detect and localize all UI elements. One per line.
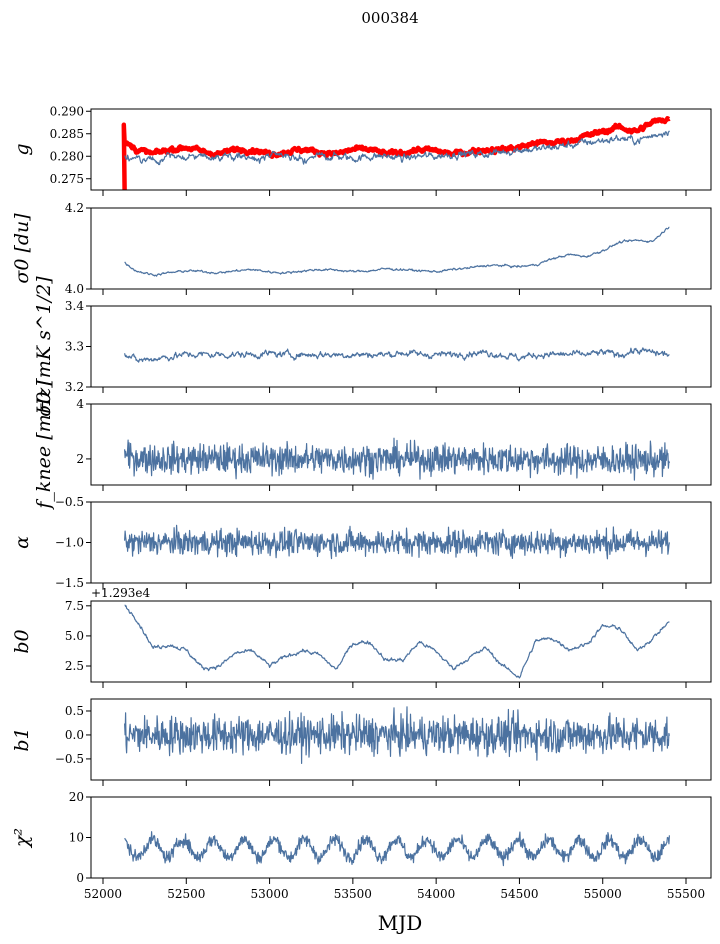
y-tick-label: −0.5 [55, 752, 84, 766]
series-line-sigma0_mK [124, 347, 670, 363]
y-axis-label: b0 [11, 629, 33, 653]
axes-frame [90, 600, 712, 683]
axes-frame [90, 698, 712, 781]
series-line-sigma0_du [124, 226, 670, 277]
y-axis-label: χ² [11, 828, 33, 849]
subplot-4: 2 4 f_knee [mHz] [33, 380, 712, 511]
y-tick-label: 0.280 [50, 149, 84, 163]
y-tick-label: 3.4 [65, 299, 84, 313]
y-tick-label: 2 [76, 452, 84, 466]
axes-frame [90, 207, 712, 290]
y-axis-label: α [11, 536, 33, 549]
x-axis-label: MJD [378, 911, 423, 935]
y-tick-label: 3.2 [65, 380, 84, 394]
x-tick-label: 54500 [500, 887, 538, 901]
y-tick-label: 0.285 [50, 127, 84, 141]
series-line-g [124, 130, 670, 166]
y-tick-label: 2.5 [65, 659, 84, 673]
series-line-alpha [124, 524, 670, 560]
y-tick-label: 3.3 [65, 340, 84, 354]
y-tick-label: 4 [76, 397, 84, 411]
y-tick-label: −1.5 [55, 576, 84, 590]
x-tick-label: 53000 [250, 887, 288, 901]
y-tick-label: −1.0 [55, 536, 84, 550]
y-tick-label: 20 [69, 790, 84, 804]
y-axis-label: σ0 [mK s^1/2] [33, 276, 55, 417]
y-tick-label: 0 [76, 871, 84, 885]
x-tick-label: 55000 [584, 887, 622, 901]
subplot-1: 0.275 0.280 0.285 0.290 g [11, 104, 712, 196]
y-tick-label: 4.2 [65, 201, 84, 215]
y-axis-label: σ0 [du] [11, 213, 33, 284]
chart-title: 000384 [361, 9, 418, 27]
subplot-2: 4.0 4.2 σ0 [du] [11, 201, 712, 296]
axes-frame [90, 108, 712, 191]
subplot-6: 2.5 5.0 7.5 +1.293e4 b0 [11, 586, 712, 688]
y-tick-label: 7.5 [65, 599, 84, 613]
subplot-8: 0 10 20 52000 52500 53000 53500 54000 54500 55000… [11, 790, 712, 901]
subplot-7: −0.5 0.0 0.5 b1 [11, 698, 712, 786]
y-tick-label: 10 [69, 831, 84, 845]
axes-frame [90, 796, 712, 879]
y-tick-label: −0.5 [55, 495, 84, 509]
x-tick-label: 55500 [667, 887, 705, 901]
series-line-b0 [124, 604, 670, 679]
x-tick-label: 52500 [167, 887, 205, 901]
series-line-chi2 [124, 831, 670, 867]
y-tick-label: 0.290 [50, 104, 84, 118]
x-tick-label: 54000 [417, 887, 455, 901]
subplot-5: −1.5 −1.0 −0.5 α [11, 495, 712, 590]
x-tick-label: 53500 [334, 887, 372, 901]
x-tick-label: 52000 [84, 887, 122, 901]
axes-frame [90, 305, 712, 388]
y-axis-label: f_knee [mHz] [33, 380, 55, 511]
y-tick-label: 5.0 [65, 629, 84, 643]
y-axis-label: b1 [11, 727, 33, 751]
y-tick-label: 4.0 [65, 282, 84, 296]
series-line-b1 [124, 706, 670, 765]
axes-frame [90, 403, 712, 486]
subplot-3: 3.2 3.3 3.4 σ0 [mK s^1/2] [33, 276, 712, 417]
y-tick-label: 0.0 [65, 728, 84, 742]
y-tick-label: 0.5 [65, 704, 84, 718]
series-line-g_reference [121, 116, 672, 190]
y-offset-label: +1.293e4 [91, 586, 151, 600]
y-tick-label: 0.275 [50, 172, 84, 186]
y-axis-label: g [11, 143, 33, 155]
series-line-fknee [124, 437, 670, 481]
